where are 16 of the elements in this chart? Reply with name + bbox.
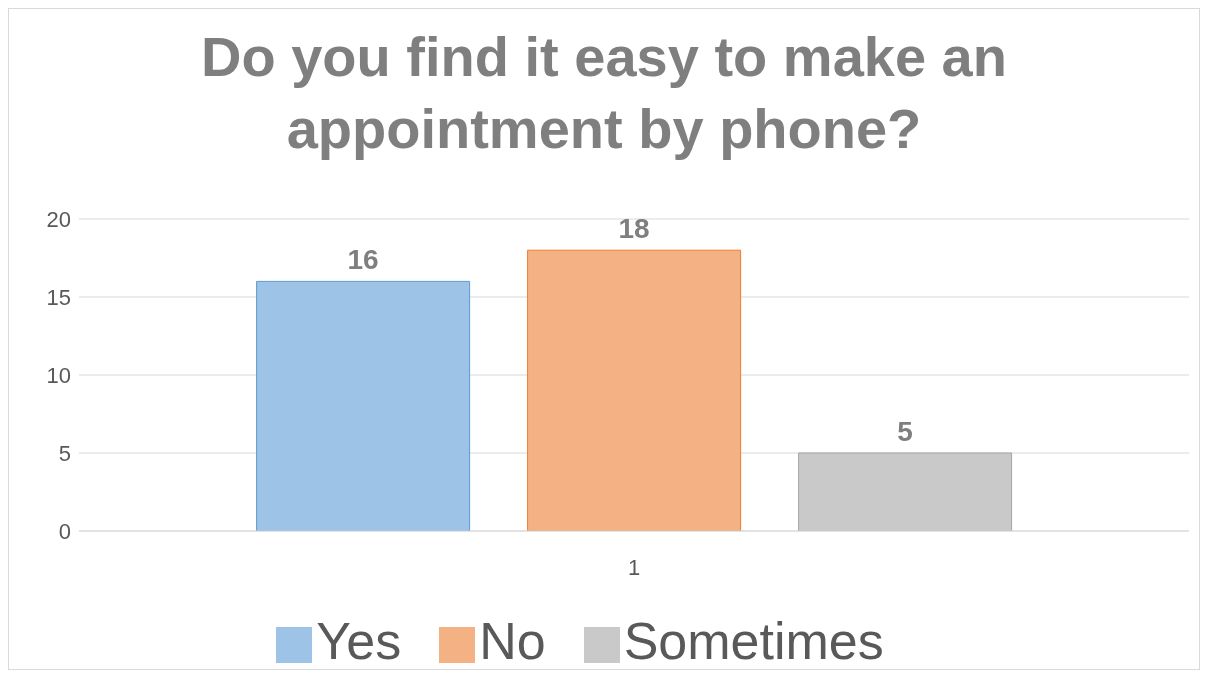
bar [798,452,1013,531]
legend-label: No [479,612,546,670]
y-tick-label: 5 [58,440,71,466]
y-tick-label: 0 [58,518,71,544]
bar [527,249,742,531]
legend-label: Sometimes [623,612,884,670]
bar [256,280,471,531]
y-tick-label: 10 [46,362,71,388]
data-label: 16 [347,244,379,276]
y-tick-label: 15 [46,284,71,310]
y-tick-label: 20 [46,206,71,232]
x-tick-label: 1 [627,554,641,580]
legend-label: Yes [316,612,402,670]
data-label: 5 [897,416,913,447]
data-label: 18 [618,213,650,245]
chart-title: Do you find it easy to make an appointment by phone? [200,24,1008,162]
